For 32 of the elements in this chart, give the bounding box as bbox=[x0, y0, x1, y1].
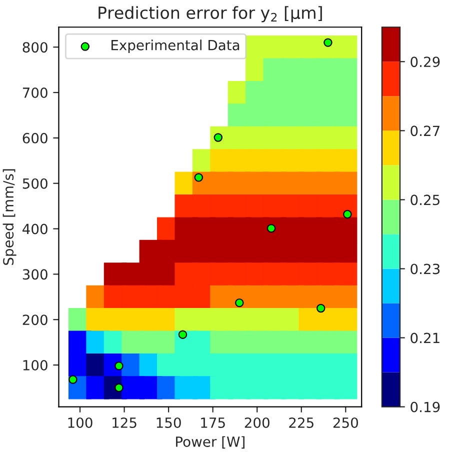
x-tick-label: 225 bbox=[289, 417, 314, 428]
y-tick-label: 500 bbox=[22, 178, 48, 189]
y-tick-label: 600 bbox=[22, 132, 48, 144]
x-tick-label: 250 bbox=[333, 417, 358, 428]
color-bar-label: 0.27 bbox=[410, 126, 440, 136]
point bbox=[316, 304, 326, 313]
y-tick-label: 400 bbox=[22, 224, 48, 234]
x-tick-label: 100 bbox=[68, 417, 92, 428]
x-tick-label: 150 bbox=[156, 417, 181, 428]
x-tick-label: 125 bbox=[112, 417, 136, 428]
point bbox=[178, 330, 188, 339]
color-bar-label: 0.29 bbox=[410, 56, 440, 68]
point bbox=[68, 375, 78, 384]
color-bar-label: 0.25 bbox=[410, 194, 440, 206]
y-axis-title: Speed [mm/s] bbox=[2, 169, 16, 265]
y-tick-label: 200 bbox=[22, 314, 48, 326]
color-bar-label: 0.23 bbox=[410, 264, 440, 274]
point bbox=[114, 362, 124, 370]
color-bar-label: 0.19 bbox=[410, 402, 440, 412]
chart-title: Prediction error for y$_{2}$ [μm] bbox=[98, 6, 322, 22]
x-tick-label: 200 bbox=[244, 417, 270, 428]
y-tick-label: 800 bbox=[22, 42, 48, 53]
x-tick-label: 175 bbox=[201, 418, 225, 428]
y-tick-label: 300 bbox=[22, 269, 48, 280]
color-bar-label: 0.21 bbox=[410, 332, 440, 344]
point bbox=[343, 210, 352, 219]
legend-label: Experimental Data bbox=[112, 40, 240, 54]
point bbox=[235, 298, 244, 308]
x-axis-title: Power [W] bbox=[176, 436, 244, 449]
y-tick-label: 100 bbox=[23, 360, 48, 370]
point bbox=[194, 173, 204, 182]
y-tick-label: 700 bbox=[22, 87, 48, 98]
